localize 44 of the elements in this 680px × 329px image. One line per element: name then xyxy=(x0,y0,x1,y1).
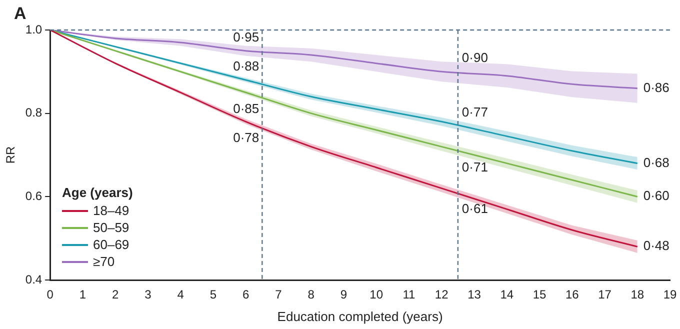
annotation: 0·95 xyxy=(233,29,260,44)
annotation: 0·90 xyxy=(462,50,488,66)
x-tick-label: 17 xyxy=(598,288,612,302)
x-tick-label: 15 xyxy=(532,288,546,302)
x-tick-label: 3 xyxy=(144,288,152,302)
legend-title: Age (years) xyxy=(62,185,133,200)
x-tick-label: 11 xyxy=(402,288,416,302)
y-tick-label: 0.6 xyxy=(25,188,42,203)
annotation: 0·68 xyxy=(643,154,670,170)
x-tick-label: 1 xyxy=(79,288,86,302)
x-tick-label: 13 xyxy=(468,288,482,302)
legend-label: 18–49 xyxy=(93,203,130,218)
x-axis-title: Education completed (years) xyxy=(277,308,443,324)
x-tick-label: 19 xyxy=(663,288,677,302)
x-tick-label: 18 xyxy=(630,288,644,302)
x-tick-label: 6 xyxy=(242,288,250,302)
x-tick-label: 16 xyxy=(565,288,580,302)
annotation: 0·61 xyxy=(462,201,488,216)
annotation: 0·77 xyxy=(462,104,488,120)
annotation: 0·60 xyxy=(643,188,670,204)
x-tick-label: 2 xyxy=(112,288,119,302)
annotation: 0·78 xyxy=(233,130,260,146)
x-tick-label: 0 xyxy=(46,288,54,302)
x-tick-label: 8 xyxy=(308,288,315,302)
x-tick-label: 12 xyxy=(434,288,449,302)
annotation: 0·48 xyxy=(643,238,670,254)
annotation: 0·86 xyxy=(643,80,670,95)
x-tick-label: 4 xyxy=(177,288,184,302)
legend-label: 50–59 xyxy=(93,220,130,235)
annotation: 0·71 xyxy=(462,159,488,174)
y-tick-label: 1.0 xyxy=(25,22,42,36)
x-tick-label: 9 xyxy=(340,288,348,302)
legend-label: 60–69 xyxy=(93,237,130,252)
x-tick-label: 10 xyxy=(370,288,384,302)
x-tick-label: 14 xyxy=(500,288,514,302)
x-tick-label: 7 xyxy=(275,288,282,302)
annotation: 0·85 xyxy=(233,101,260,116)
chart-title: A xyxy=(14,4,26,24)
y-tick-label: 0.8 xyxy=(25,106,42,120)
y-tick-label: 0.4 xyxy=(25,272,42,286)
annotation: 0·88 xyxy=(233,58,260,74)
y-axis-title: RR xyxy=(4,146,18,164)
x-tick-label: 5 xyxy=(210,288,217,302)
legend-label: ≥70 xyxy=(93,254,115,269)
